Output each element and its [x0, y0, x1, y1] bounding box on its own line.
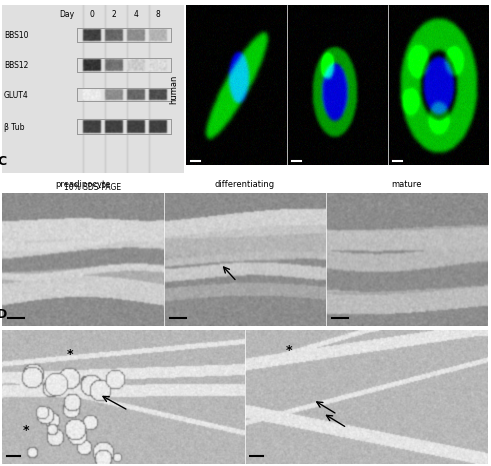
Text: 2: 2: [111, 10, 116, 19]
Text: preadipocyte: preadipocyte: [55, 180, 111, 189]
Text: differentiating: differentiating: [307, 7, 368, 16]
Text: BBS10: BBS10: [4, 30, 28, 40]
Text: 8: 8: [156, 10, 161, 19]
Text: mature: mature: [392, 180, 422, 189]
Text: preadipocyte: preadipocyte: [209, 7, 264, 16]
Text: human: human: [169, 74, 178, 104]
Text: GLUT4: GLUT4: [4, 90, 29, 100]
Text: differentiating: differentiating: [215, 180, 275, 189]
Text: Day: Day: [59, 10, 74, 19]
Text: *: *: [67, 348, 73, 361]
Text: β Tub: β Tub: [4, 123, 25, 131]
Text: *: *: [23, 424, 29, 437]
Text: D: D: [0, 308, 7, 321]
Text: *: *: [285, 343, 292, 356]
Text: mature: mature: [423, 7, 454, 16]
Text: BBS12: BBS12: [4, 61, 28, 69]
Text: 4: 4: [134, 10, 138, 19]
Text: C: C: [0, 155, 6, 168]
Text: 0: 0: [89, 10, 94, 19]
Text: 10% SDS-PAGE: 10% SDS-PAGE: [64, 183, 122, 192]
